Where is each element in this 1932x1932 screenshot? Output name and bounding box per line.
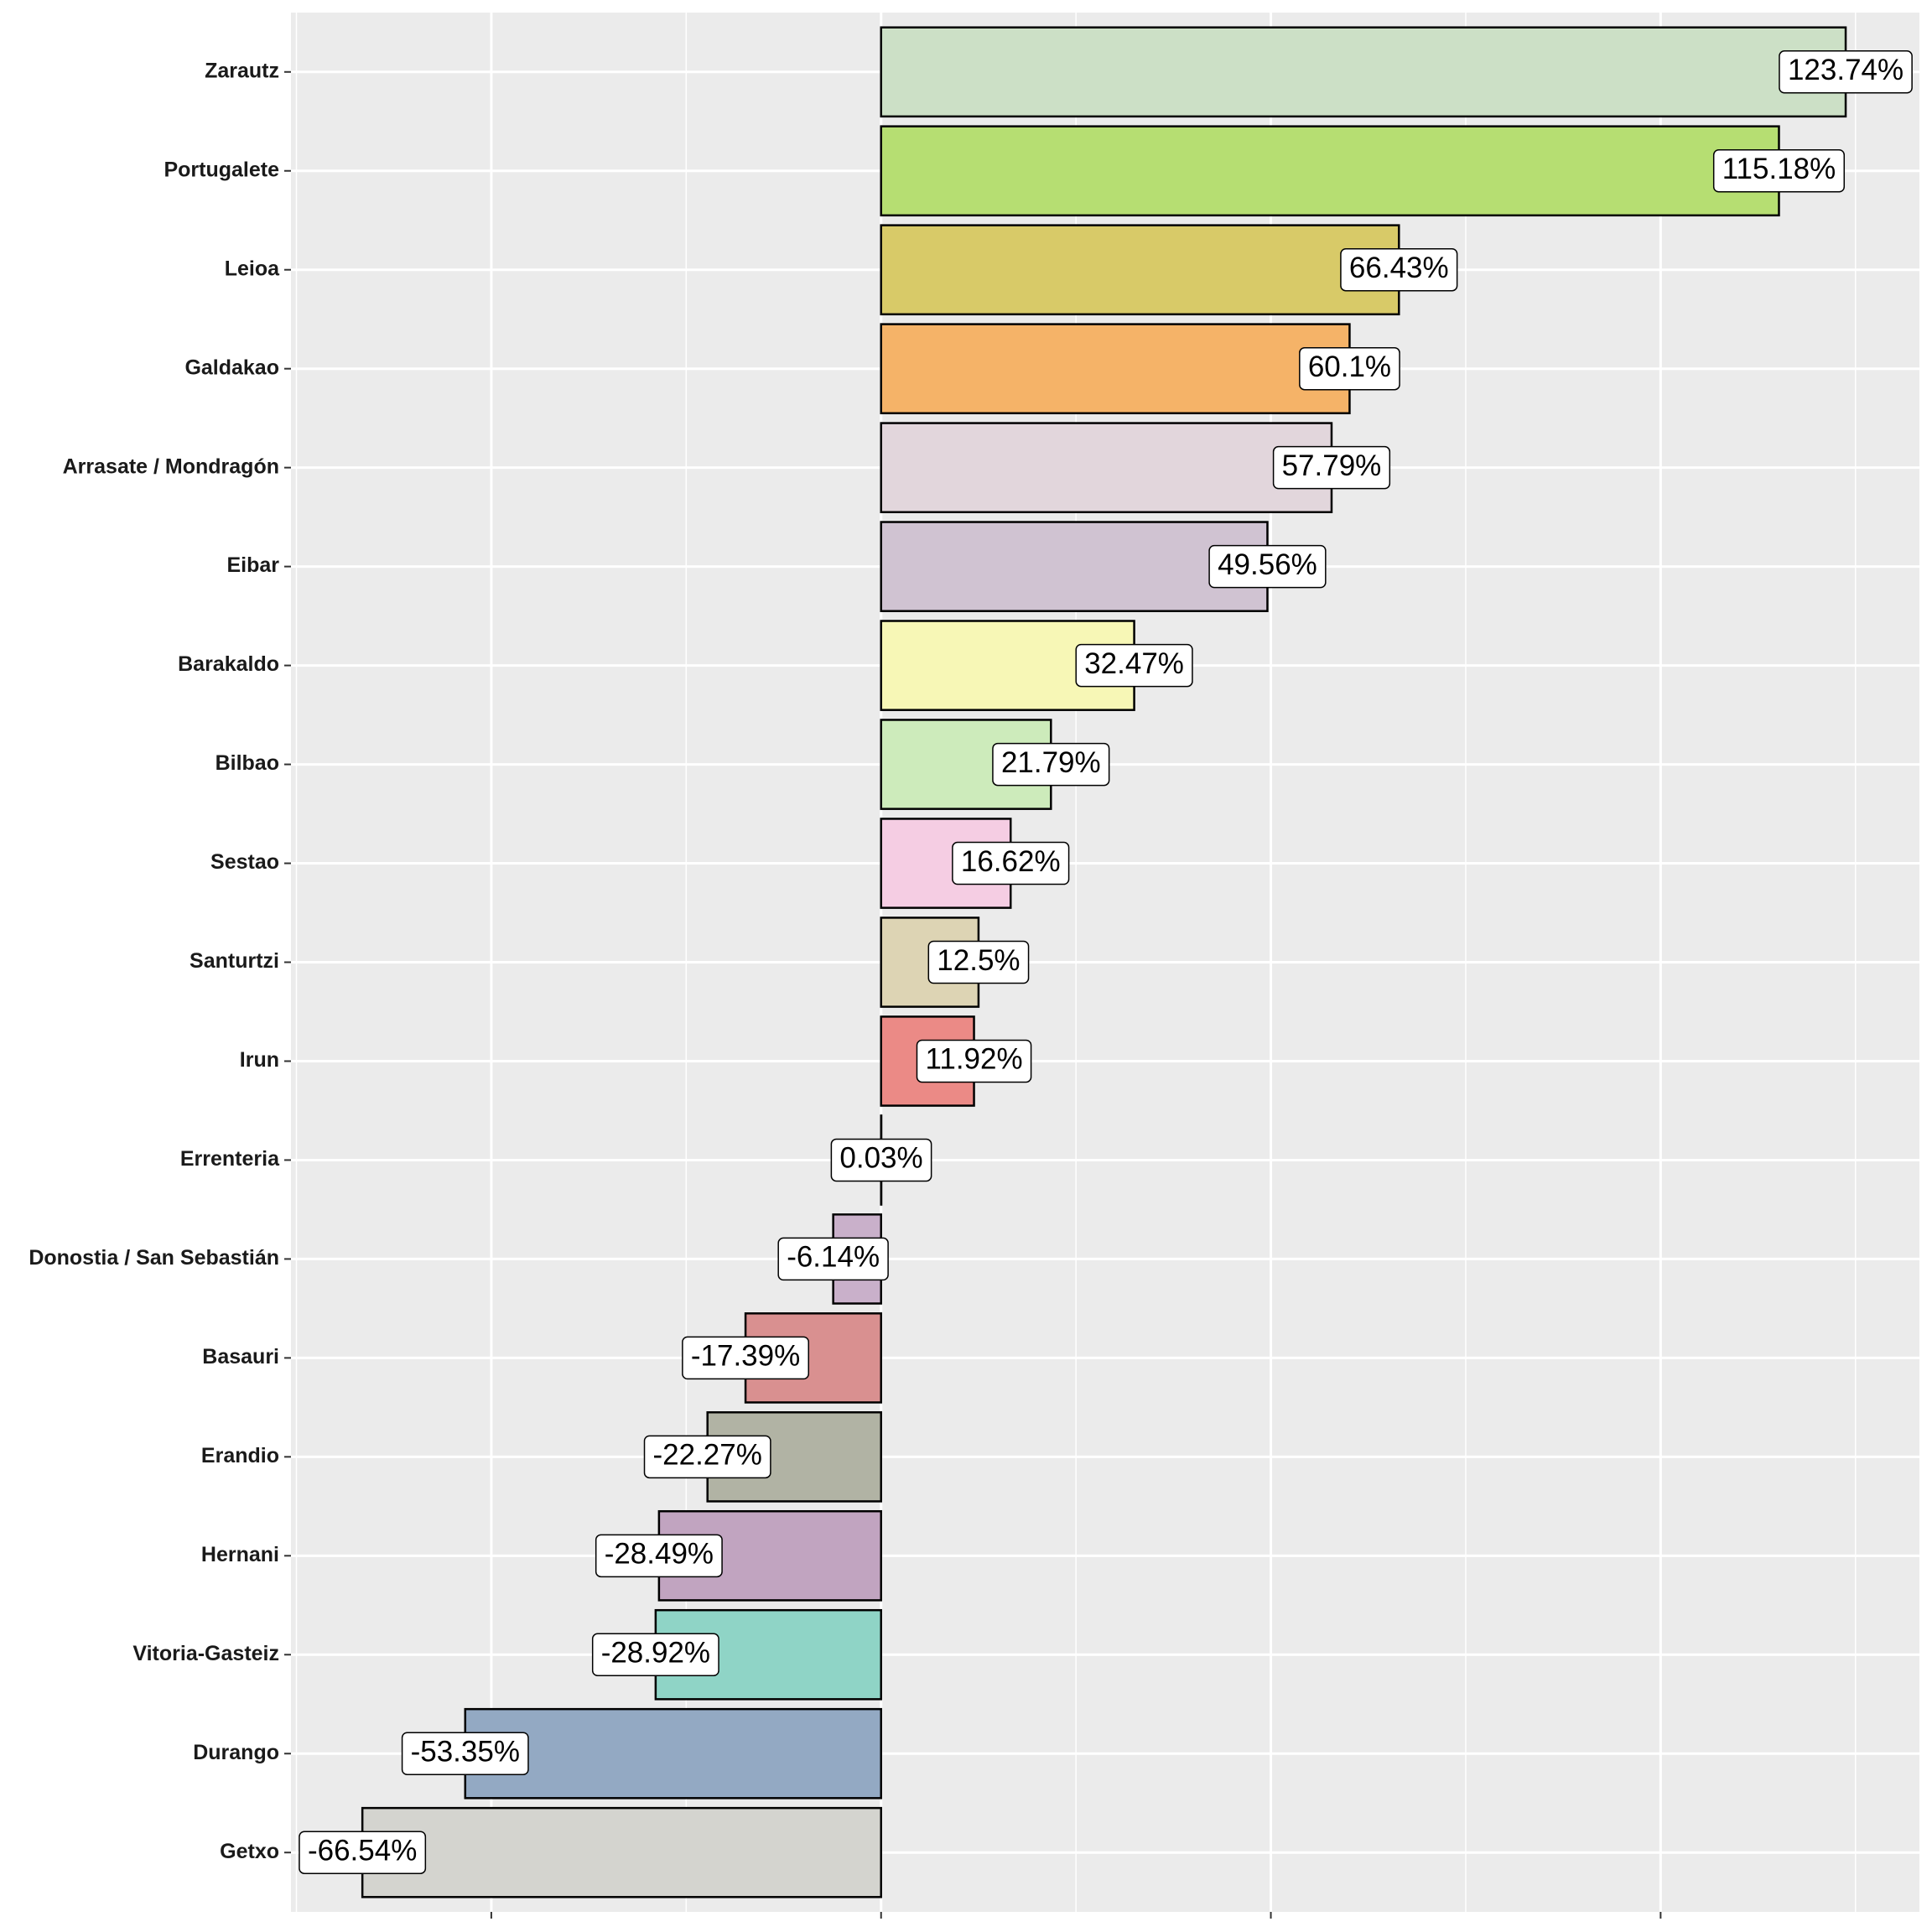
value-label: 49.56% [1218,548,1317,581]
y-tick-label: Irun [240,1048,279,1072]
y-tick-label: Zarautz [205,59,279,82]
bar [880,26,1847,118]
y-tick-label: Bilbao [216,751,279,775]
value-label: 21.79% [1001,746,1101,779]
value-label-box [1272,445,1391,490]
value-label-box [777,1237,889,1281]
value-label-box [1340,247,1458,292]
y-tick-label: Durango [193,1741,279,1764]
value-label: 66.43% [1349,252,1449,284]
y-tick-label: Portugalete [164,158,279,181]
value-label-box [595,1534,723,1578]
bar [880,323,1351,415]
value-label-box [299,1831,427,1874]
y-tick-label: Donostia / San Sebastián [29,1246,279,1270]
bar [880,224,1400,316]
value-label-box [992,742,1110,787]
y-tick-label: Arrasate / Mondragón [63,454,279,478]
value-label: 115.18% [1722,153,1836,185]
y-tick-label: Basauri [202,1345,279,1368]
value-label-box [916,1039,1032,1083]
value-label: 16.62% [961,845,1061,878]
value-label-box [1299,346,1400,391]
value-label: -17.39% [691,1340,800,1373]
y-tick-label: Leioa [225,257,280,280]
value-label: -28.92% [601,1637,710,1670]
value-label-box [591,1633,719,1677]
value-label-box [1075,643,1193,688]
bar [880,125,1780,217]
value-label: 11.92% [925,1043,1022,1076]
value-label: -53.35% [411,1736,520,1768]
y-tick-label: Sestao [210,850,279,874]
y-tick-label: Hernani [201,1543,279,1566]
value-label: -28.49% [605,1538,714,1571]
y-tick-label: Barakaldo [178,652,279,676]
value-label-box [1208,544,1327,589]
y-tick-label: Erandio [201,1444,279,1467]
y-tick-label: Galdakao [184,356,279,379]
value-label-box [952,841,1070,886]
value-label-box [643,1435,771,1479]
value-label: 123.74% [1788,54,1903,86]
value-label: 60.1% [1308,351,1391,383]
value-label: 0.03% [839,1142,922,1175]
y-tick-label: Eibar [226,553,279,577]
bar [464,1707,882,1800]
value-label: -22.27% [653,1439,762,1472]
value-label: -6.14% [787,1241,880,1274]
value-label: 32.47% [1084,647,1184,680]
value-label-box [1779,50,1913,94]
value-label-box [682,1336,810,1380]
y-tick-label: Santurtzi [190,949,279,973]
y-tick-label: Errenteria [180,1147,280,1171]
y-tick-label: Vitoria-Gasteiz [132,1642,279,1665]
value-label-box [830,1138,932,1182]
bar [361,1806,882,1898]
value-label: 57.79% [1282,449,1382,482]
value-label-box [927,940,1030,984]
value-label: 12.5% [937,944,1020,977]
value-label-box [1712,149,1846,193]
value-label: -66.54% [308,1834,417,1867]
bar [880,422,1333,513]
y-tick-label: Getxo [220,1840,279,1863]
value-label-box [401,1732,529,1775]
